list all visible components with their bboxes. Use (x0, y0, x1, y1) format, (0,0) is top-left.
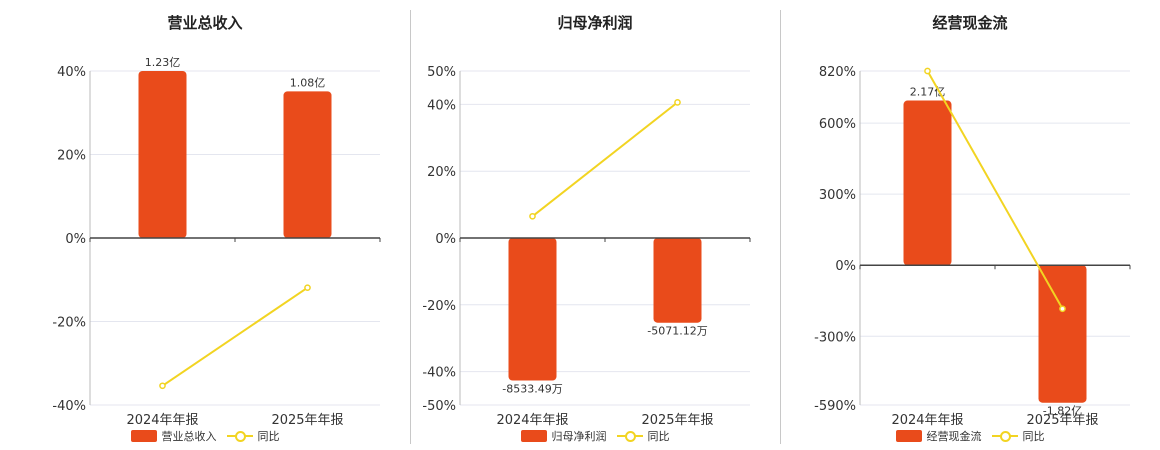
y-tick-label: -50% (422, 399, 456, 414)
legend-item-line[interactable]: 同比 (616, 428, 670, 444)
y-tick-label: 820% (819, 65, 856, 80)
legend-line-swatch (226, 430, 253, 442)
bar[interactable] (138, 71, 187, 238)
legend: 营业总收入 同比 (0, 428, 410, 444)
yoy-line (926, 70, 1064, 310)
y-tick-label: -20% (422, 299, 456, 314)
bar-data-label: 1.23亿 (145, 56, 181, 69)
y-tick-label: 0% (65, 232, 86, 247)
y-tick-label: -300% (814, 330, 856, 345)
chart-panel: 归母净利润 归母净利润 同比 (410, 0, 780, 450)
yoy-line (531, 101, 679, 218)
chart-title: 归母净利润 (557, 14, 633, 32)
legend-line-swatch (616, 430, 643, 442)
legend-bar-swatch (130, 430, 157, 442)
legend-item-bar[interactable]: 营业总收入 (130, 428, 217, 444)
y-tick-label: 600% (819, 117, 856, 132)
y-tick-label: 300% (819, 188, 856, 203)
x-tick-label: 2024年年报 (496, 413, 568, 428)
chart-title: 营业总收入 (167, 14, 243, 32)
panel-divider (780, 10, 781, 444)
y-tick-label: 20% (427, 165, 456, 180)
legend-line-label: 同比 (647, 430, 670, 443)
legend-bar-label: 营业总收入 (161, 430, 217, 443)
x-tick-label: 2025年年报 (1026, 413, 1098, 428)
y-tick-label: 0% (435, 232, 456, 247)
bar[interactable] (653, 238, 702, 323)
legend-bar-swatch (895, 430, 922, 442)
legend-item-line[interactable]: 同比 (226, 428, 280, 444)
legend-item-line[interactable]: 同比 (991, 428, 1045, 444)
x-tick-label: 2024年年报 (126, 413, 198, 428)
yoy-point[interactable] (529, 212, 536, 220)
yoy-point[interactable] (1059, 305, 1066, 313)
chart-panel: 营业总收入 营业总收入 同比 (0, 0, 410, 450)
y-tick-label: 50% (427, 65, 456, 80)
legend-item-bar[interactable]: 经营现金流 (895, 428, 982, 444)
legend-item-bar[interactable]: 归母净利润 (520, 428, 607, 444)
x-tick-label: 2025年年报 (271, 413, 343, 428)
bar[interactable] (1038, 265, 1087, 403)
chart-title: 经营现金流 (932, 14, 1008, 32)
legend-bar-label: 归母净利润 (551, 430, 607, 443)
chart-panel: 经营现金流 经营现金流 同比 (780, 0, 1160, 450)
legend-line-swatch (991, 430, 1018, 442)
bar-data-label: -5071.12万 (647, 325, 707, 338)
legend-line-label: 同比 (257, 430, 280, 443)
y-tick-label: 0% (835, 259, 856, 274)
y-tick-label: 40% (57, 65, 86, 80)
bar-data-label: 2.17亿 (910, 86, 946, 99)
panel-divider (410, 10, 411, 444)
legend-line-label: 同比 (1022, 430, 1045, 443)
y-tick-label: -40% (422, 366, 456, 381)
bar[interactable] (508, 238, 557, 381)
yoy-point[interactable] (159, 382, 166, 390)
x-tick-label: 2025年年报 (641, 413, 713, 428)
yoy-line (161, 286, 309, 387)
y-tick-label: 20% (57, 149, 86, 164)
yoy-point[interactable] (674, 99, 681, 106)
yoy-point[interactable] (304, 284, 311, 292)
y-tick-label: -590% (814, 399, 856, 414)
bar[interactable] (903, 100, 952, 266)
yoy-point[interactable] (924, 67, 931, 75)
legend-bar-label: 经营现金流 (926, 430, 982, 443)
legend: 经营现金流 同比 (780, 428, 1160, 444)
y-tick-label: -20% (52, 316, 86, 331)
bar-data-label: 1.08亿 (290, 76, 326, 89)
x-tick-label: 2024年年报 (891, 413, 963, 428)
bar-data-label: -8533.49万 (502, 383, 562, 396)
legend-bar-swatch (520, 430, 547, 442)
bar[interactable] (283, 91, 332, 239)
y-tick-label: -40% (52, 399, 86, 414)
bar-data-label: -1.82亿 (1043, 405, 1082, 418)
legend: 归母净利润 同比 (410, 428, 780, 444)
y-tick-label: 40% (427, 98, 456, 113)
